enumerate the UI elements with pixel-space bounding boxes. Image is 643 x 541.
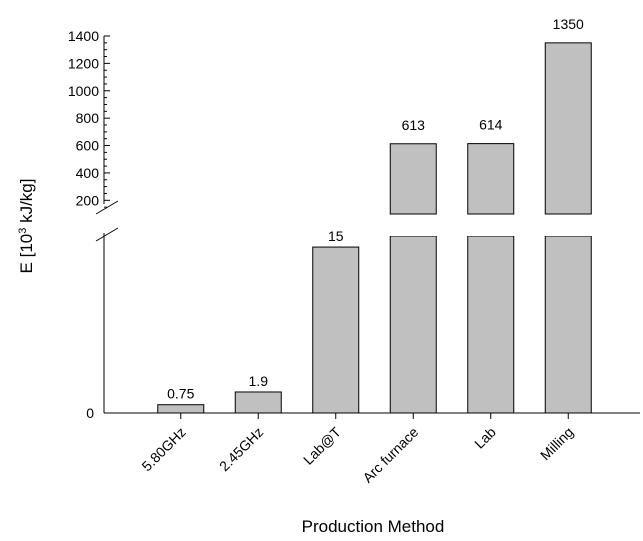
bar (544, 42, 592, 215)
data-label: 1.9 (249, 373, 269, 389)
lower-y-axis-ticks: 0 (86, 405, 94, 421)
bar-lower-segment (389, 235, 437, 414)
x-tick-label: Lab (471, 424, 499, 452)
x-axis-title: Production Method (302, 517, 445, 536)
data-label: 614 (479, 117, 503, 133)
bar-lower-segment (467, 235, 515, 414)
y-tick-label: 200 (76, 192, 100, 208)
x-tick-label: Lab@T (300, 423, 344, 467)
axis-break-gap (459, 215, 522, 236)
y-tick-label: 0 (86, 405, 94, 421)
data-label: 1350 (553, 16, 584, 32)
data-label: 0.75 (167, 386, 194, 402)
bar (467, 143, 515, 215)
axis-break-mark-lower (95, 227, 119, 242)
y-tick-label: 1000 (68, 83, 99, 99)
y-tick-label: 600 (76, 138, 100, 154)
data-label: 613 (402, 117, 426, 133)
category-labels: 5.80GHz 2.45GHz Lab@T Arc furnace Lab Milling (138, 413, 576, 486)
y-tick-label: 1400 (68, 28, 99, 44)
y-tick-label: 400 (76, 165, 100, 181)
axis-break-gap (537, 215, 600, 236)
x-tick-label: Milling (537, 424, 576, 463)
data-labels: 0.75 1.9 15 613 614 1350 (167, 16, 584, 402)
bar (157, 404, 205, 414)
bar-lower-segment (544, 235, 592, 414)
x-tick-label: Arc furnace (359, 424, 421, 486)
x-tick-label: 5.80GHz (138, 424, 188, 474)
data-label: 15 (328, 228, 344, 244)
bars (157, 42, 600, 414)
y-axis-title: E [103 kJ/kg] (17, 179, 36, 274)
bar (234, 391, 282, 414)
upper-y-axis-ticks: 200 400 600 800 1000 1200 1400 (68, 28, 110, 208)
axis-break-mark-upper (95, 200, 119, 215)
bar (312, 246, 360, 414)
bar (389, 143, 437, 215)
axis-break-gap (382, 215, 445, 236)
x-tick-label: 2.45GHz (216, 424, 266, 474)
y-tick-label: 800 (76, 110, 100, 126)
y-tick-label: 1200 (68, 55, 99, 71)
